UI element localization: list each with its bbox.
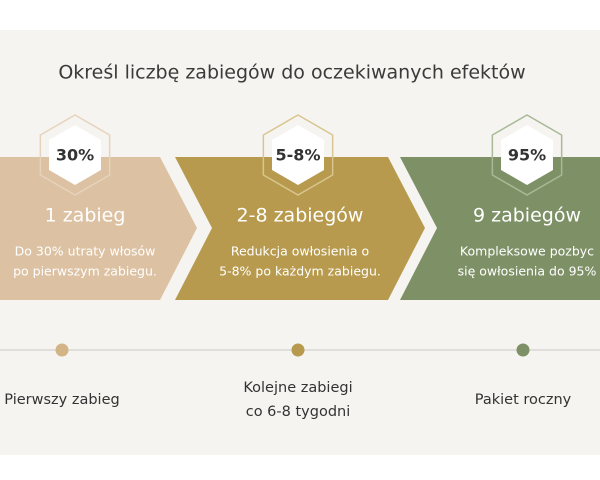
badge-text: 95%	[508, 146, 546, 165]
badge	[501, 125, 553, 185]
title: Określ liczbę zabiegów do oczekiwanych e…	[58, 62, 525, 84]
badge-outline	[262, 114, 334, 196]
badge	[49, 125, 101, 185]
badge-text: 5-8%	[276, 146, 321, 165]
step-description: Do 30% utraty włosów	[15, 244, 156, 259]
step-description: się owłosienia do 95%	[458, 264, 597, 279]
step-heading: 1 zabieg	[45, 205, 126, 227]
step-heading: 2-8 zabiegów	[237, 205, 364, 227]
badge-outline	[39, 114, 111, 196]
step-arrow	[400, 157, 600, 300]
step-heading: 9 zabiegów	[473, 205, 581, 227]
badge-text: 30%	[56, 146, 94, 165]
timeline-dot	[291, 343, 305, 357]
timeline-label: Pierwszy zabieg	[4, 392, 119, 408]
timeline-label: Pakiet roczny	[475, 392, 572, 408]
step-arrow	[0, 157, 197, 300]
badge-outline	[491, 114, 563, 196]
step-arrow	[175, 157, 425, 300]
timeline-dot	[516, 343, 530, 357]
timeline-dot	[55, 343, 69, 357]
timeline-label: Kolejne zabiegi	[243, 380, 352, 396]
step-description: Redukcja owłosienia o	[231, 244, 369, 259]
badge	[272, 125, 324, 185]
timeline-label: co 6-8 tygodni	[246, 404, 351, 420]
step-description: 5-8% po każdym zabiegu.	[219, 264, 381, 279]
step-description: Kompleksowe pozbyc	[460, 244, 594, 259]
step-description: po pierwszym zabiegu.	[13, 264, 157, 279]
